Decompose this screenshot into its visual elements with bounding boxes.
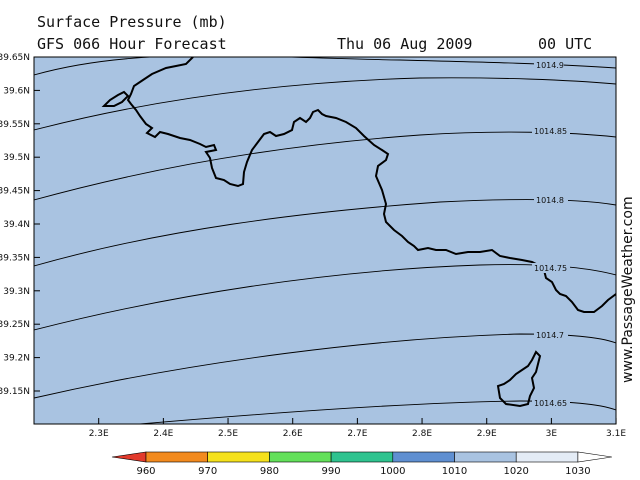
lon-tick-label: 2.6E [283, 429, 303, 439]
colorbar-label: 980 [260, 466, 279, 477]
isobar-line [139, 400, 616, 424]
colorbar-label: 1020 [503, 466, 528, 477]
isobar-line [34, 333, 616, 399]
lat-tick-label: 39.4N [3, 220, 30, 230]
lon-tick-label: 2.4E [153, 429, 173, 439]
longitude-axis: 2.3E 2.4E 2.5E 2.6E 2.7E 2.8E 2.9E 3E 3.1E [89, 418, 626, 439]
colorbar-label: 970 [198, 466, 217, 477]
lat-tick-label: 39.65N [0, 53, 30, 63]
isobar-labels: 1014.9 1014.85 1014.8 1014.75 1014.7 1014.65 [532, 60, 570, 408]
lon-tick-label: 2.9E [477, 429, 497, 439]
isobar-line [34, 77, 616, 131]
map-frame [33, 56, 617, 425]
isobar-label-bg [534, 60, 564, 70]
lat-tick-label: 39.2N [3, 354, 30, 364]
lat-tick-label: 39.55N [0, 120, 30, 130]
lat-tick-label: 39.15N [0, 387, 30, 397]
isobar-label-bg [532, 263, 570, 273]
lon-tick-label: 2.5E [218, 429, 238, 439]
lat-tick-label: 39.5N [3, 153, 30, 163]
lon-tick-label: 2.3E [89, 429, 109, 439]
isobar-label-bg [532, 126, 570, 136]
isobar-label-bg [534, 330, 568, 340]
map-title: Surface Pressure (mb) [37, 13, 227, 31]
lon-tick-label: 2.7E [347, 429, 367, 439]
colorbar-label: 1030 [565, 466, 590, 477]
mallorca-coast [126, 57, 616, 313]
colorbar-swatch [145, 451, 209, 463]
colorbar-swatch [515, 451, 579, 463]
colorbar-swatch [392, 451, 455, 463]
colorbar-arrow-low [111, 451, 147, 463]
lat-tick-label: 39.45N [0, 187, 30, 197]
colorbar-label: 1010 [442, 466, 467, 477]
colorbar-label: 990 [322, 466, 341, 477]
colorbar-swatch [330, 451, 394, 463]
isobar-label-bg [534, 195, 568, 205]
isobar-label: 1014.85 [534, 127, 567, 136]
lat-tick-label: 39.35N [0, 253, 30, 263]
lat-tick-label: 39.6N [3, 86, 30, 96]
colorbar-label: 960 [136, 466, 155, 477]
dragonera-island [101, 90, 130, 107]
colorbar-swatch [269, 451, 332, 463]
lon-tick-label: 3E [546, 429, 558, 439]
cabrera-island [496, 350, 542, 408]
forecast-subtitle: GFS 066 Hour Forecast [37, 35, 227, 53]
lat-tick-label: 39.3N [3, 287, 30, 297]
sea-area [34, 57, 616, 424]
isobar-label: 1014.7 [536, 331, 564, 340]
pressure-colorbar: 960 970 980 990 1000 1010 1020 1030 [111, 451, 612, 477]
colorbar-arrow-high [577, 451, 612, 463]
isobar-label-bg [532, 398, 570, 408]
latitude-axis: 39.65N 39.6N 39.55N 39.5N 39.45N 39.4N 39.35N 3… [0, 53, 40, 397]
isobar-label: 1014.9 [536, 61, 564, 70]
isobar-label: 1014.8 [536, 196, 564, 205]
isobar-label: 1014.65 [534, 399, 567, 408]
colorbar-label: 1000 [380, 466, 405, 477]
isobar-line [34, 264, 616, 331]
isobar-label: 1014.75 [534, 264, 567, 273]
colorbar-swatch [454, 451, 517, 463]
coastline [101, 57, 616, 408]
lat-tick-label: 39.25N [0, 320, 30, 330]
forecast-date: Thu 06 Aug 2009 [337, 35, 473, 53]
forecast-time: 00 UTC [538, 35, 593, 53]
lon-tick-label: 2.8E [412, 429, 432, 439]
lon-tick-label: 3.1E [606, 429, 626, 439]
colorbar-swatch [207, 451, 270, 463]
